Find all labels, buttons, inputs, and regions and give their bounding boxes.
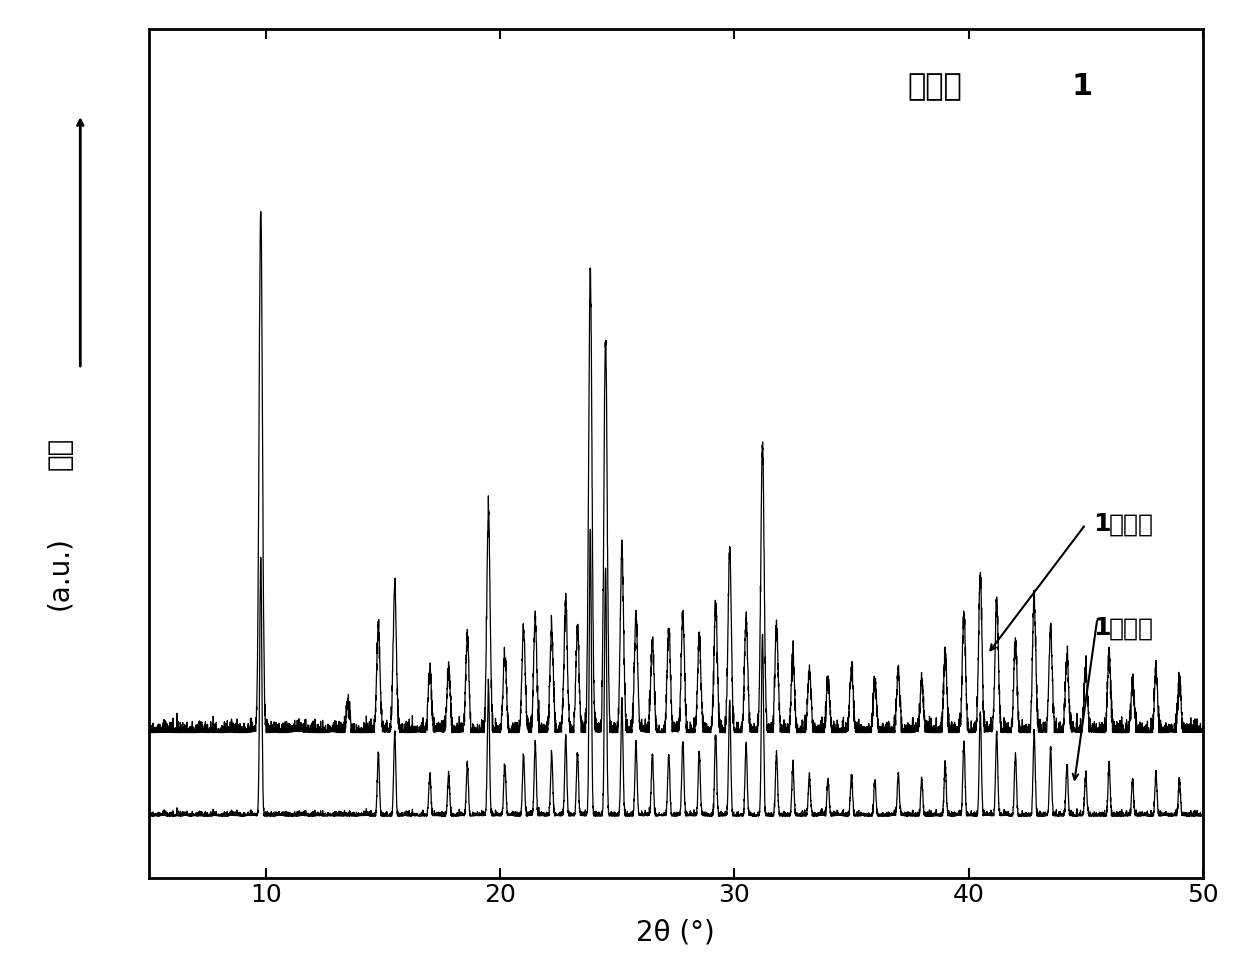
Text: 强度: 强度 <box>45 437 73 470</box>
Text: 1: 1 <box>1071 71 1092 101</box>
Text: 化合物: 化合物 <box>908 71 962 101</box>
Text: (a.u.): (a.u.) <box>45 536 73 610</box>
Text: 1: 1 <box>1092 617 1110 640</box>
X-axis label: 2θ (°): 2θ (°) <box>636 918 715 947</box>
Text: 1: 1 <box>1092 512 1110 536</box>
Text: 理论值: 理论值 <box>1109 617 1154 640</box>
Text: 实验值: 实验值 <box>1109 512 1154 536</box>
